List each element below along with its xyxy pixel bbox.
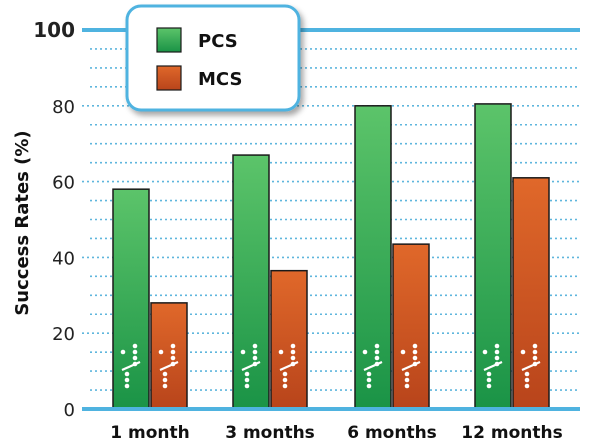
x-tick-label: 1 month (110, 423, 189, 443)
dotted-slash-icon (400, 343, 421, 389)
dotted-slash-icon (158, 343, 179, 389)
x-tick-label: 6 months (347, 423, 437, 443)
y-axis-ticks: 0 20 40 60 80 100 (33, 18, 75, 421)
y-axis-title: Success Rates (%) (12, 130, 33, 315)
dotted-slash-icon (278, 343, 299, 389)
bar-pcs (112, 188, 150, 410)
legend-swatch-pcs (156, 27, 182, 53)
y-tick-label: 20 (52, 324, 75, 345)
bar-mcs (392, 243, 430, 410)
dotted-slash-icon (120, 343, 141, 389)
dotted-slash-icon (520, 343, 541, 389)
bar-mcs (270, 269, 308, 410)
y-tick-label: 40 (52, 248, 75, 269)
bars (112, 103, 550, 410)
bar-pcs (474, 103, 512, 410)
y-tick-label: 0 (64, 400, 75, 421)
bar-pcs (232, 154, 270, 410)
x-axis-labels: 1 month 3 months 6 months 12 months (110, 423, 562, 443)
legend-label-mcs: MCS (198, 69, 242, 90)
y-tick-label: 80 (52, 97, 75, 118)
legend-label-pcs: PCS (198, 31, 238, 52)
x-tick-label: 3 months (225, 423, 315, 443)
legend-swatch-mcs (156, 65, 182, 91)
dotted-slash-icon (240, 343, 261, 389)
dotted-slash-icon (362, 343, 383, 389)
x-tick-label: 12 months (461, 423, 562, 443)
bar-mcs (150, 302, 188, 410)
legend: PCS MCS (125, 4, 301, 112)
y-tick-label: 100 (33, 18, 75, 42)
legend-box (125, 4, 301, 112)
bar-mcs (512, 177, 550, 410)
bar-pcs (354, 105, 392, 410)
y-tick-label: 60 (52, 173, 75, 194)
dotted-slash-icon (482, 343, 503, 389)
